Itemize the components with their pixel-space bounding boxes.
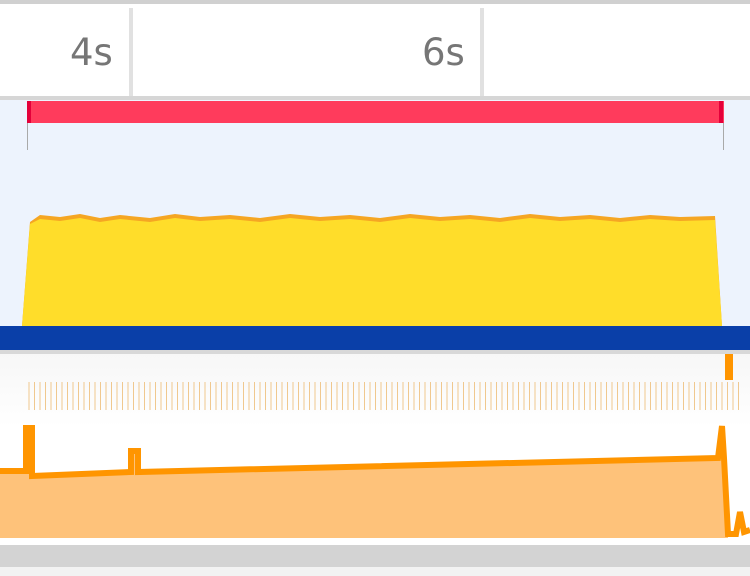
section-divider — [0, 350, 750, 354]
scripting-area — [22, 218, 722, 326]
ruler-label-4s: 4s — [70, 31, 113, 74]
recording-start-handle[interactable] — [27, 101, 31, 123]
recording-end-marker — [723, 123, 724, 150]
heap-line — [0, 425, 750, 537]
ruler-tick — [129, 8, 133, 100]
recording-range-bar[interactable] — [27, 101, 724, 123]
ruler-label-6s: 6s — [422, 31, 465, 74]
js-heap-chart — [0, 354, 750, 538]
frame-ticks — [28, 382, 739, 410]
frames-memory-pane — [0, 354, 750, 538]
horizontal-scrollbar[interactable] — [0, 545, 750, 567]
cpu-activity-chart — [22, 214, 722, 326]
heap-marker — [725, 354, 733, 380]
recording-end-handle[interactable] — [719, 101, 723, 123]
network-activity-bar — [0, 326, 750, 350]
bottom-strip — [0, 567, 750, 576]
time-ruler: 4s 6s — [0, 0, 750, 100]
ruler-divider — [0, 96, 750, 100]
recording-start-marker — [27, 123, 28, 150]
ruler-tick — [480, 8, 484, 100]
heap-area — [0, 428, 728, 538]
